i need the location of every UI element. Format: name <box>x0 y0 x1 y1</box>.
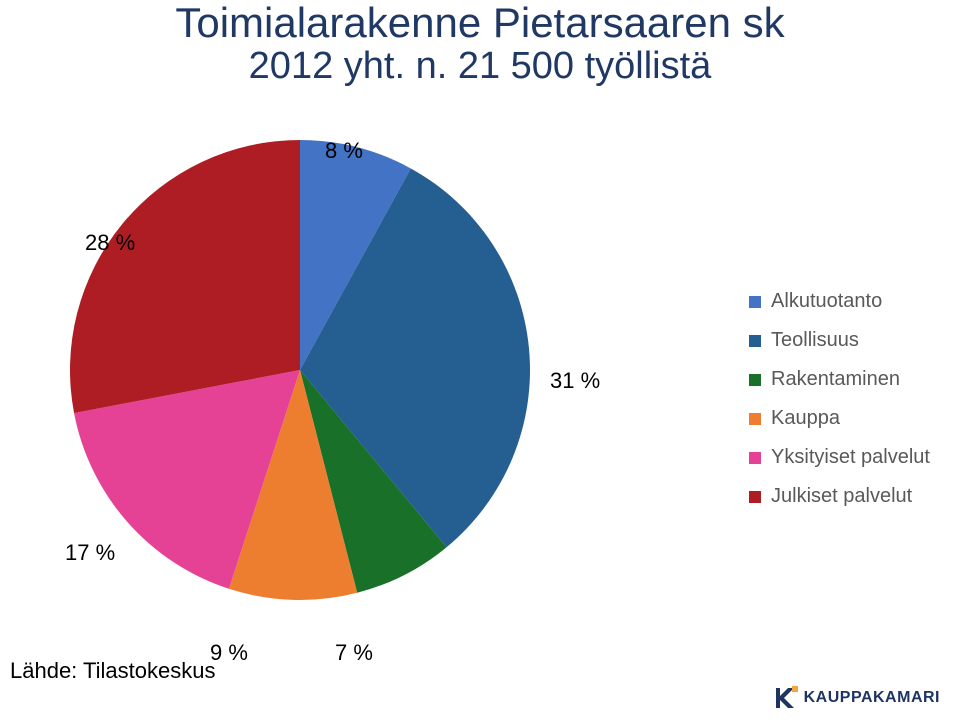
legend-label-rakentaminen: Rakentaminen <box>771 368 900 391</box>
legend-label-julkiset: Julkiset palvelut <box>771 485 912 508</box>
legend: Alkutuotanto Teollisuus Rakentaminen Kauppa… <box>749 290 930 524</box>
pct-label-rakentaminen: 7 % <box>335 640 373 666</box>
title-line-2: 2012 yht. n. 21 500 työllistä <box>0 46 960 88</box>
chart-title: Toimialarakenne Pietarsaaren sk 2012 yht… <box>0 0 960 88</box>
logo-icon <box>774 686 800 710</box>
pct-label-kauppa: 9 % <box>210 640 248 666</box>
pct-label-teollisuus: 31 % <box>550 368 600 394</box>
legend-swatch-teollisuus <box>749 335 761 347</box>
legend-swatch-kauppa <box>749 413 761 425</box>
logo-text: KAUPPAKAMARI <box>804 689 940 707</box>
legend-label-teollisuus: Teollisuus <box>771 329 859 352</box>
legend-item-julkiset: Julkiset palvelut <box>749 485 930 508</box>
legend-label-yksityiset: Yksityiset palvelut <box>771 446 930 469</box>
title-line-1: Toimialarakenne Pietarsaaren sk <box>0 0 960 46</box>
pie-slice-julkiset <box>70 140 300 413</box>
pct-label-yksityiset: 17 % <box>65 540 115 566</box>
legend-item-alkutuotanto: Alkutuotanto <box>749 290 930 313</box>
pct-label-alkutuotanto: 8 % <box>325 138 363 164</box>
legend-swatch-rakentaminen <box>749 374 761 386</box>
legend-item-kauppa: Kauppa <box>749 407 930 430</box>
legend-item-yksityiset: Yksityiset palvelut <box>749 446 930 469</box>
pct-label-julkiset: 28 % <box>85 230 135 256</box>
pie-chart <box>50 120 550 625</box>
brand-logo: KAUPPAKAMARI <box>774 686 940 710</box>
legend-swatch-julkiset <box>749 491 761 503</box>
legend-item-rakentaminen: Rakentaminen <box>749 368 930 391</box>
pie-svg <box>50 120 550 620</box>
legend-label-alkutuotanto: Alkutuotanto <box>771 290 882 313</box>
legend-swatch-yksityiset <box>749 452 761 464</box>
legend-label-kauppa: Kauppa <box>771 407 840 430</box>
legend-item-teollisuus: Teollisuus <box>749 329 930 352</box>
legend-swatch-alkutuotanto <box>749 296 761 308</box>
source-text: Lähde: Tilastokeskus <box>10 658 215 684</box>
